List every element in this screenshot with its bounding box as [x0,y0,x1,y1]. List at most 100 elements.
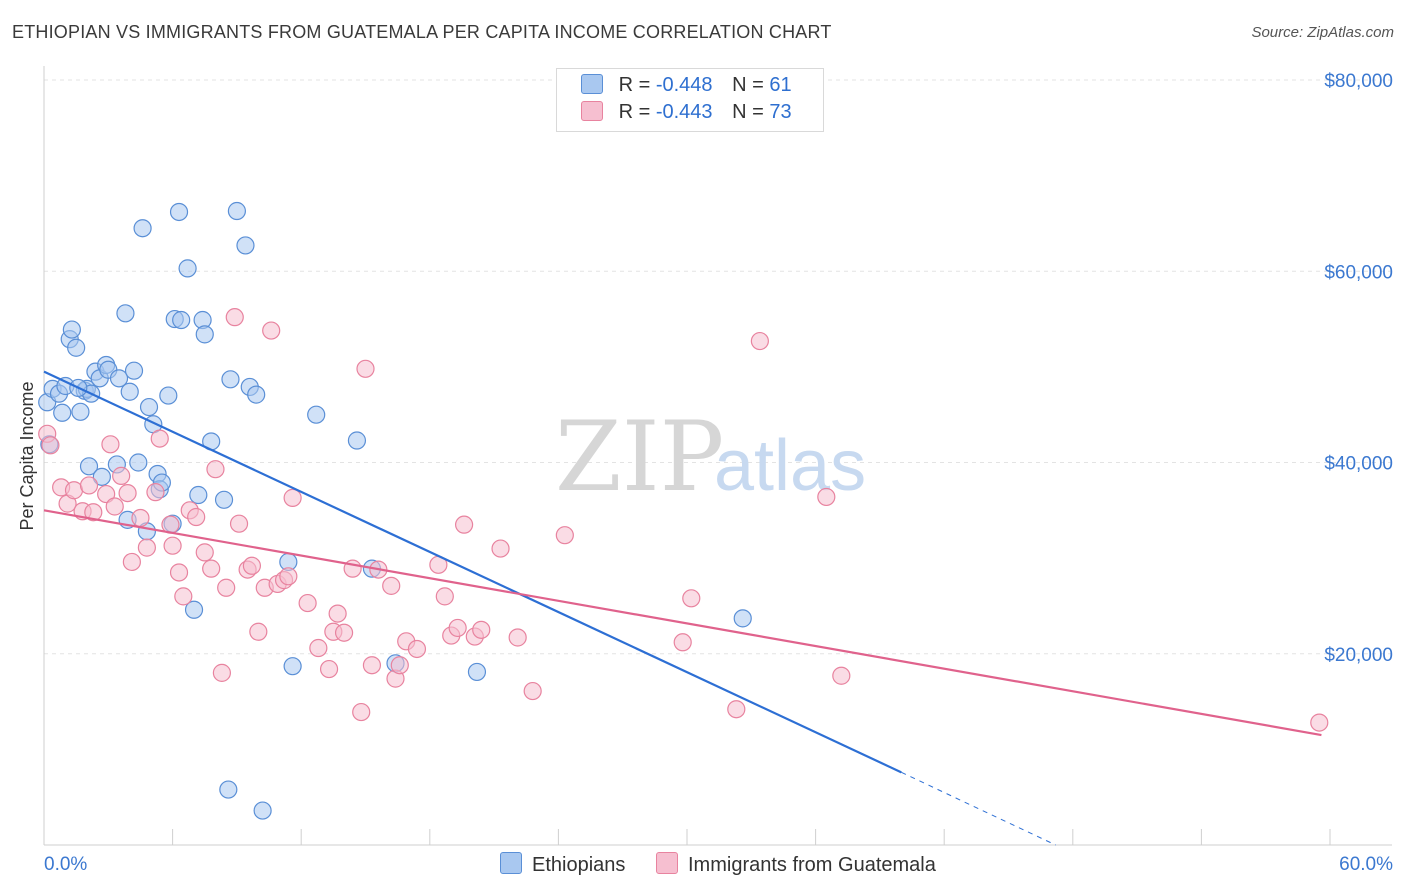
legend-swatch-blue [581,74,603,94]
point-ethiopian [116,304,135,323]
y-tick-label: $80,000 [1324,71,1393,92]
point-ethiopian [124,361,144,380]
point-guatemala [523,681,542,701]
point-guatemala [673,633,692,652]
legend-r-value: -0.448 [655,74,713,96]
point-guatemala [309,638,328,658]
watermark-atlas: atlas [714,426,866,506]
point-ethiopian [221,370,240,389]
point-guatemala [508,628,527,647]
point-guatemala [249,622,268,641]
legend-r-value: -0.443 [655,101,713,123]
axis-labels: $20,000 $40,000 $60,000 $80,000 0.0% 60.0% Per… [17,71,1393,875]
point-ethiopian [129,453,148,472]
point-guatemala [262,321,281,340]
point-ethiopian [195,325,214,344]
legend-n-value: 61 [769,74,792,96]
point-ethiopian [62,320,81,339]
point-guatemala [202,559,221,578]
point-guatemala [298,593,317,613]
point-guatemala [169,563,189,582]
point-ethiopian [79,457,99,476]
point-ethiopian [178,259,197,278]
point-guatemala [137,538,156,557]
watermark: ZIP atlas [555,401,866,513]
point-guatemala [112,466,131,485]
point-ethiopian [283,657,302,676]
legend-swatch-pink [581,101,603,121]
point-guatemala [352,702,371,722]
bottom-legend-label: Ethiopians [532,854,626,876]
x-tick-label: 60.0% [1339,854,1393,875]
point-ethiopian [214,490,234,509]
point-guatemala [41,436,60,455]
bottom-legend-label: Immigrants from Guatemala [688,854,936,876]
point-guatemala [97,484,116,504]
legend-n-value: 73 [769,101,792,123]
point-ethiopian [247,385,266,404]
point-ethiopian [227,201,246,221]
point-guatemala [225,308,244,327]
point-ethiopian [139,397,159,417]
point-guatemala [362,656,382,675]
point-guatemala [101,435,120,454]
legend-r-label: R = [618,101,656,123]
point-ethiopian [109,369,129,388]
point-guatemala [187,507,206,527]
point-guatemala [555,526,574,545]
trendlines [43,370,1322,846]
point-ethiopian [189,485,208,505]
point-guatemala [407,639,427,659]
point-guatemala [491,539,510,558]
point-guatemala [727,700,746,719]
point-ethiopian [219,780,238,799]
point-ethiopian [159,386,178,405]
legend-n-label: N = [732,101,770,123]
point-guatemala [212,663,231,682]
point-guatemala [750,331,769,351]
y-tick-label: $60,000 [1324,262,1393,283]
point-guatemala [163,536,182,555]
point-ethiopian [53,403,72,422]
gridlines [44,79,1392,655]
point-guatemala [84,503,103,522]
point-guatemala [382,576,401,595]
chart-title: ETHIOPIAN VS IMMIGRANTS FROM GUATEMALA P… [12,22,832,42]
point-guatemala [328,604,347,623]
point-guatemala [435,587,454,606]
point-guatemala [319,659,339,679]
point-guatemala [146,483,165,502]
point-guatemala [454,515,474,534]
point-ethiopian [236,236,255,255]
point-guatemala [229,514,249,533]
point-guatemala [64,481,84,500]
axes [43,66,1392,846]
point-guatemala [390,656,409,675]
point-ethiopian [253,801,272,820]
trendline-ethiopians-extension [901,771,1056,846]
point-guatemala [283,488,302,507]
point-guatemala [195,543,214,562]
point-guatemala [150,429,169,448]
point-guatemala [448,618,467,638]
y-tick-label: $20,000 [1324,645,1393,666]
point-ethiopian [67,338,86,357]
bottom-legend-swatch-pink [656,852,678,874]
y-axis-title: Per Capita Income [17,381,37,530]
point-guatemala [279,567,298,586]
point-guatemala [118,484,137,503]
source-label: Source: ZipAtlas.com [1251,24,1394,41]
point-guatemala [206,460,225,479]
point-ethiopian [133,219,152,238]
point-ethiopian [172,310,191,330]
point-ethiopian [467,662,487,682]
point-ethiopian [120,382,139,401]
bottom-legend-ethiopians: Ethiopians [500,852,625,877]
point-guatemala [682,589,701,608]
point-guatemala [242,556,262,575]
legend-n-label: N = [732,74,770,96]
point-ethiopian [733,609,752,628]
point-ethiopian [307,405,326,424]
point-guatemala [334,623,354,642]
bottom-legend-guatemala: Immigrants from Guatemala [656,852,936,877]
